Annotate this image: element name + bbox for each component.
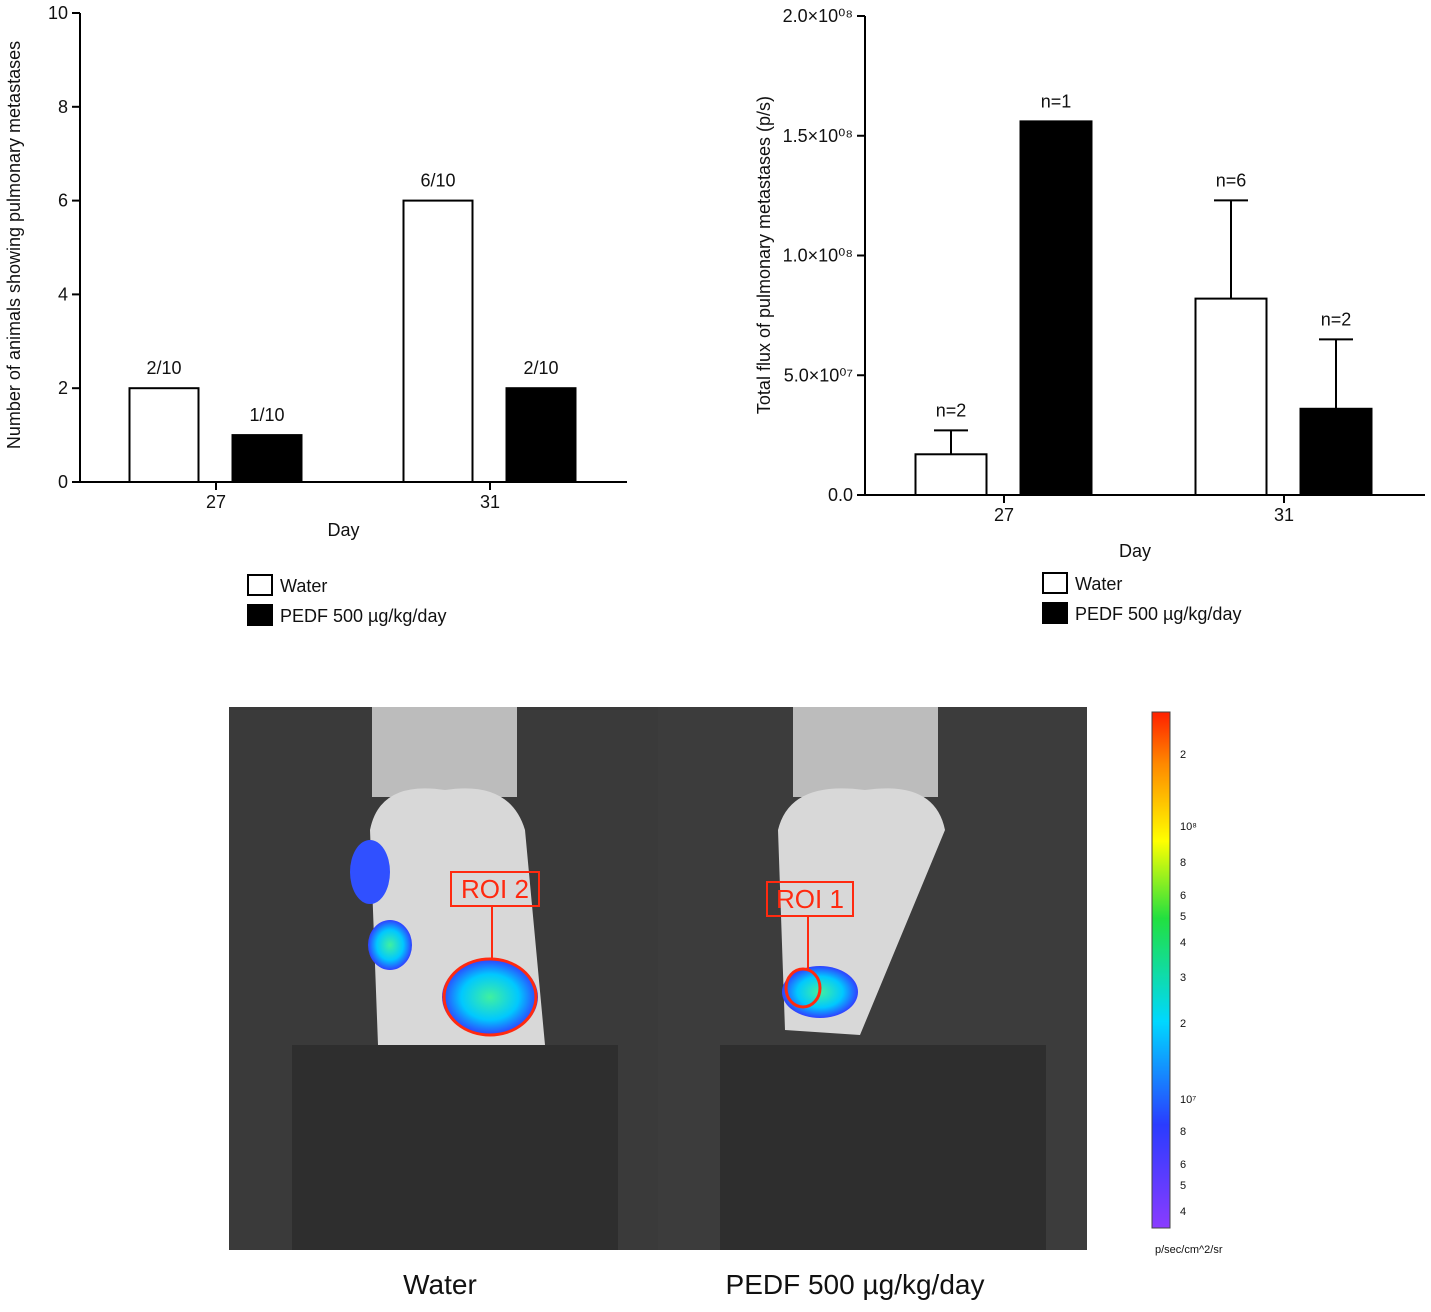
legend-label: PEDF 500 µg/kg/day	[280, 606, 446, 626]
y-axis-label: Number of animals showing pulmonary meta…	[4, 41, 24, 449]
colorbar-tick-label: 4	[1180, 937, 1186, 949]
imaging-panel: ROI 2 ROI 1 Water PEDF 500 µg/kg/day p/s…	[229, 707, 1223, 1300]
error-bar	[1214, 199, 1248, 299]
bar-annotation: n=6	[1216, 170, 1247, 190]
bar	[128, 387, 200, 484]
error-bar	[1319, 338, 1353, 409]
roi-circle	[784, 967, 822, 1009]
holder	[292, 1045, 618, 1250]
x-tick-label: 27	[994, 505, 1014, 525]
bar-annotation: 2/10	[523, 358, 558, 378]
bar	[231, 434, 303, 484]
colorbar-tick-label: 2	[1180, 1018, 1186, 1030]
y-tick-label: 0	[58, 472, 68, 492]
bar-annotation: n=2	[1321, 309, 1352, 329]
colorbar-tick-label: 4	[1180, 1206, 1186, 1218]
bar-annotation: 2/10	[146, 358, 181, 378]
colorbar-tick-label: 5	[1180, 911, 1186, 923]
colorbar-tick-label: 3	[1180, 972, 1186, 984]
bar	[914, 453, 988, 497]
roi-circle	[442, 957, 538, 1037]
y-tick-label: 0.0	[828, 485, 853, 505]
x-axis-label: Day	[1119, 541, 1151, 561]
roi-label: ROI 2	[461, 874, 529, 904]
roi-box	[766, 881, 854, 917]
caption: Water	[403, 1269, 477, 1300]
signal	[442, 959, 538, 1035]
y-tick-label: 2	[58, 378, 68, 398]
bar	[505, 387, 577, 484]
legend-swatch	[1042, 572, 1068, 594]
y-tick-label: 1.0×10⁰⁸	[783, 246, 853, 266]
bar	[1019, 120, 1093, 496]
colorbar-tick-label: 8	[1180, 857, 1186, 869]
error-bar	[934, 429, 968, 455]
y-tick-label: 8	[58, 97, 68, 117]
signal	[350, 840, 390, 904]
colorbar-tick-label: 8	[1180, 1126, 1186, 1138]
colorbar-tick-label: 2	[1180, 749, 1186, 761]
bar-annotation: n=1	[1041, 91, 1072, 111]
colorbar-unit: p/sec/cm^2/sr	[1155, 1244, 1223, 1256]
legend-swatch	[247, 574, 273, 596]
legend-swatch	[247, 604, 273, 626]
legend-label: PEDF 500 µg/kg/day	[1075, 604, 1241, 624]
bar-annotation: n=2	[936, 400, 967, 420]
x-tick-label: 27	[206, 492, 226, 512]
caption: PEDF 500 µg/kg/day	[726, 1269, 985, 1300]
roi-label: ROI 1	[776, 884, 844, 914]
bar	[402, 199, 474, 483]
y-tick-label: 6	[58, 191, 68, 211]
legend-swatch	[1042, 602, 1068, 624]
y-tick-label: 10	[48, 3, 68, 23]
colorbar-tick-label: 10⁷	[1180, 1094, 1196, 1106]
colorbar-tick-label: 6	[1180, 1159, 1186, 1171]
colorbar-tick-label: 6	[1180, 890, 1186, 902]
x-axis-label: Day	[327, 520, 359, 540]
colorbar-tick-label: 10⁸	[1180, 821, 1197, 833]
x-tick-label: 31	[1274, 505, 1294, 525]
roi-box	[450, 871, 540, 907]
colorbar	[1151, 711, 1171, 1229]
y-axis-label: Total flux of pulmonary metastases (p/s)	[754, 96, 774, 414]
x-tick-label: 31	[480, 492, 500, 512]
holder	[720, 1045, 1046, 1250]
tube	[793, 707, 938, 797]
bar-annotation: 6/10	[420, 171, 455, 191]
y-tick-label: 5.0×10⁰⁷	[784, 365, 853, 385]
signal	[368, 920, 412, 970]
colorbar-tick-label: 5	[1180, 1180, 1186, 1192]
bar-annotation: 1/10	[249, 405, 284, 425]
y-tick-label: 2.0×10⁰⁸	[783, 6, 853, 26]
tube	[372, 707, 517, 797]
legend-label: Water	[1075, 574, 1122, 594]
bar	[1299, 407, 1373, 496]
y-tick-label: 4	[58, 284, 68, 304]
y-tick-label: 1.5×10⁰⁸	[783, 126, 853, 146]
bar	[1194, 297, 1268, 496]
legend-label: Water	[280, 576, 327, 596]
